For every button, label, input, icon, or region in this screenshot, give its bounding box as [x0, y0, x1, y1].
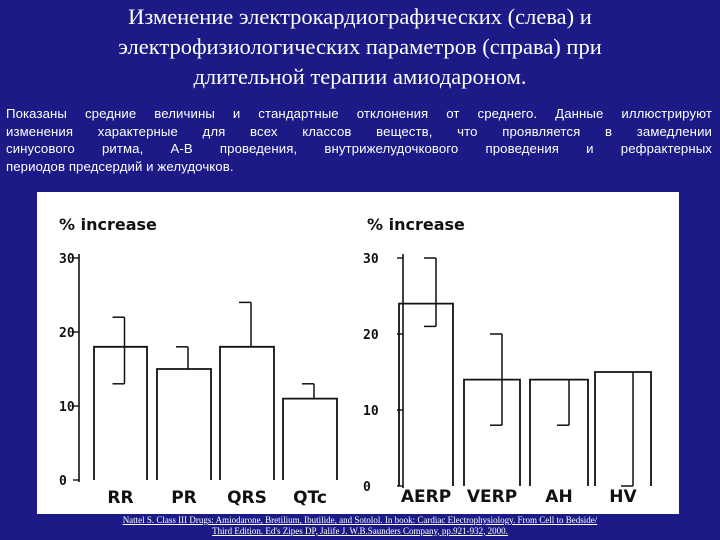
y-tick-label: 0: [363, 480, 371, 495]
slide-title: Изменение электрокардиографических (слев…: [0, 2, 720, 92]
bar: [156, 368, 212, 480]
y-tick-label: 10: [363, 404, 379, 419]
y-tick-label: 30: [59, 252, 75, 267]
citation-text: Nattel S. Class III Drugs: Amiodarone, B…: [122, 515, 598, 525]
bar: [282, 397, 338, 480]
y-tick-label: 20: [59, 326, 75, 341]
bar: [219, 345, 275, 480]
category-label: QRS: [227, 488, 267, 508]
description: Показаны средние величины и стандартные …: [6, 105, 712, 175]
y-axis-title: % increase: [367, 215, 465, 234]
bar: [529, 378, 589, 486]
citation-text: Third Edition. Ed's Zipes DP, Jalife J. …: [212, 525, 508, 536]
title-line: электрофизиологических параметров (справ…: [118, 34, 602, 59]
y-tick-label: 30: [363, 252, 379, 267]
chart-ecg: % increase 0 10 20 30 RR PR QRS QTc: [59, 215, 338, 508]
title-line: длительной терапии амиодароном.: [193, 64, 527, 89]
description-line: периодов предсердий и желудочков.: [6, 158, 234, 174]
citation: Nattel S. Class III Drugs: Amiodarone, B…: [0, 515, 720, 536]
y-tick-label: 10: [59, 400, 75, 415]
category-label: PR: [171, 488, 197, 508]
citation-line: Third Edition. Ed's Zipes DP, Jalife J. …: [0, 526, 720, 537]
chart-electrophysiology: % increase 0 10 20 30 AERP VERP AH HV: [363, 215, 652, 507]
y-tick-label: 0: [59, 474, 67, 489]
description-line: изменения характерные для всех классов в…: [6, 123, 712, 139]
citation-line: Nattel S. Class III Drugs: Amiodarone, B…: [0, 515, 720, 526]
category-label: VERP: [467, 487, 517, 507]
title-line: Изменение электрокардиографических (слев…: [128, 4, 592, 29]
bar: [463, 378, 521, 486]
description-line: Показаны средние величины и стандартные …: [6, 106, 712, 121]
bar: [398, 302, 454, 486]
category-label: AH: [545, 487, 572, 507]
category-label: RR: [107, 488, 133, 508]
description-line: синусового ритма, А-В проведения, внутри…: [6, 141, 712, 156]
category-label: QTc: [293, 488, 327, 508]
category-label: HV: [609, 487, 637, 507]
y-tick-label: 20: [363, 328, 379, 343]
y-axis-title: % increase: [59, 215, 157, 234]
bar: [594, 371, 652, 486]
category-label: AERP: [401, 487, 451, 507]
bar: [93, 345, 148, 480]
charts-figure: % increase 0 10 20 30 RR PR QRS QTc % increase 0 10…: [59, 215, 652, 508]
figure-panel: % increase 0 10 20 30 RR PR QRS QTc % increase 0 10…: [37, 192, 679, 514]
